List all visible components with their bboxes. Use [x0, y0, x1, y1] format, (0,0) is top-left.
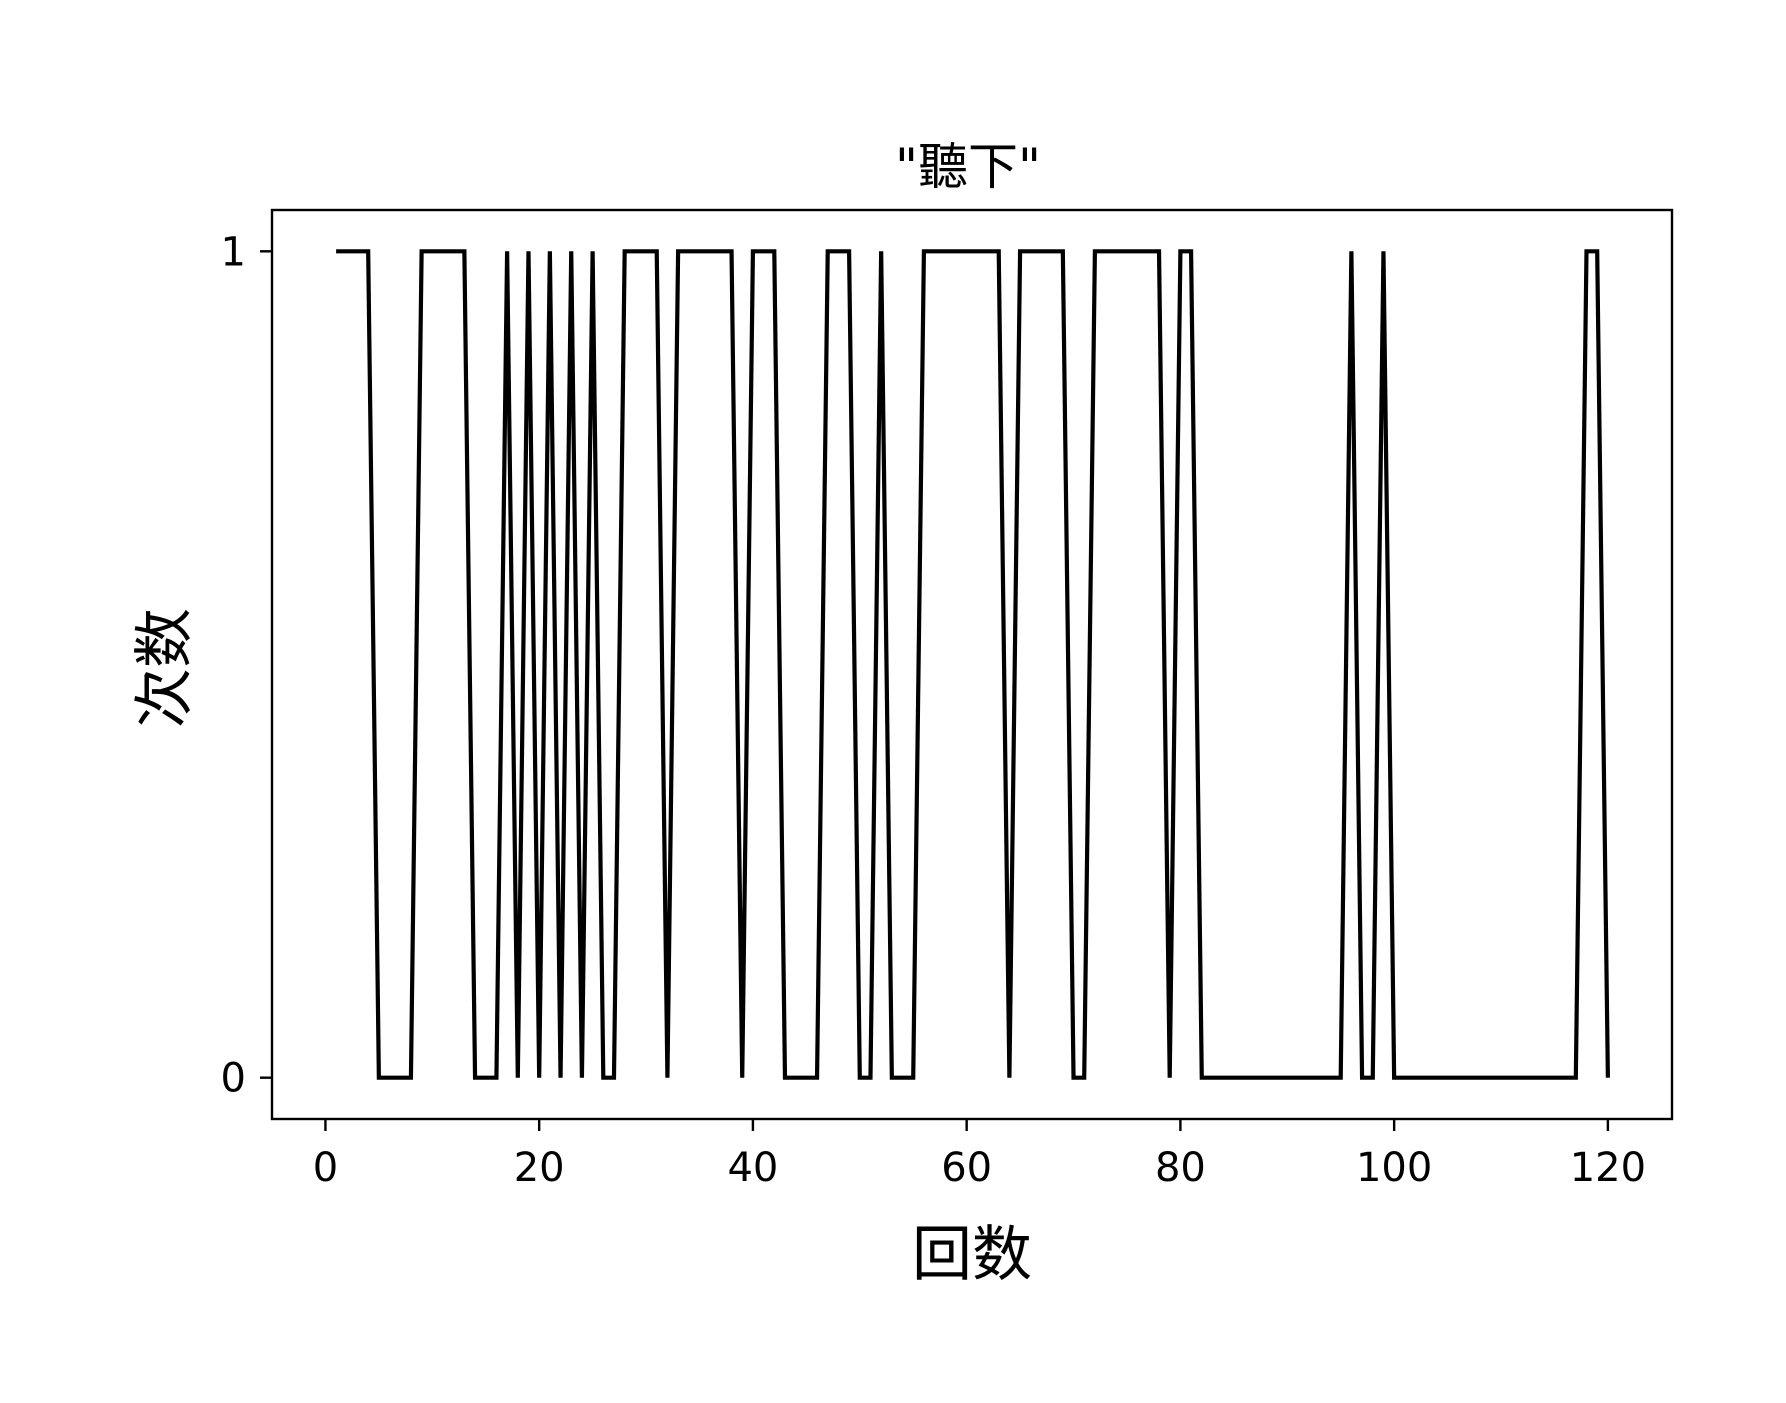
series-line [336, 249, 1610, 1080]
x-tick-label: 120 [1570, 1145, 1646, 1191]
x-tick-label: 80 [1155, 1145, 1206, 1191]
plot-frame [270, 208, 1674, 1121]
y-axis-label: 次数 [130, 608, 200, 728]
x-tick-label: 0 [313, 1145, 338, 1191]
y-tick-label: 0 [221, 1056, 246, 1102]
x-axis-label: 回数 [912, 1220, 1032, 1290]
x-tick-label: 40 [727, 1145, 778, 1191]
x-tick-label: 60 [941, 1145, 992, 1191]
x-axis-ticks: 0 20 40 60 80 100 120 [313, 1119, 1646, 1191]
y-axis-ticks: 01 [221, 229, 272, 1102]
x-tick-label: 20 [514, 1145, 565, 1191]
x-tick-label: 100 [1356, 1145, 1432, 1191]
y-tick-label: 1 [221, 229, 246, 275]
chart-title: "聽下" [895, 138, 1041, 196]
